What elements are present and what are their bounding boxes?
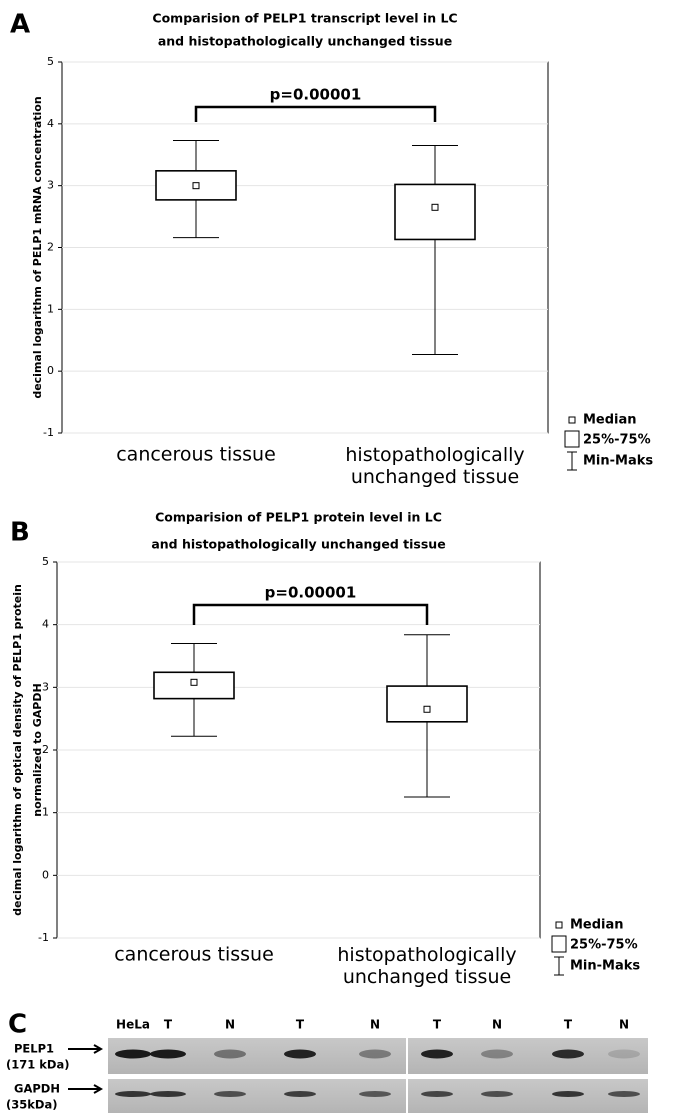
- lane-label: N: [370, 1018, 380, 1032]
- band: [214, 1091, 246, 1097]
- median: [424, 706, 430, 712]
- row-label: PELP1: [14, 1042, 54, 1056]
- band: [284, 1050, 316, 1059]
- band: [359, 1050, 391, 1059]
- row-label: (171 kDa): [6, 1058, 69, 1072]
- bracket: [194, 605, 427, 625]
- band: [481, 1091, 513, 1097]
- y-axis-label: normalized to GAPDH: [31, 683, 44, 816]
- y-tick-label: 5: [42, 555, 49, 568]
- band: [552, 1091, 584, 1097]
- band: [115, 1050, 151, 1059]
- x-tick-label: cancerous tissue: [116, 444, 276, 466]
- chart-title: and histopathologically unchanged tissue: [158, 34, 452, 49]
- legend-label: 25%-75%: [583, 433, 651, 448]
- legend-label: 25%-75%: [570, 938, 638, 953]
- blot-image: [108, 1038, 648, 1113]
- band: [421, 1050, 453, 1059]
- panel-label: A: [10, 10, 30, 40]
- row-label: (35kDa): [6, 1098, 57, 1112]
- lane-label: N: [492, 1018, 502, 1032]
- row-arrow: [68, 1085, 101, 1093]
- median: [432, 204, 438, 210]
- y-tick-label: -1: [43, 426, 54, 439]
- band: [214, 1050, 246, 1059]
- y-axis-label: decimal logarithm of PELP1 mRNA concentr…: [31, 96, 44, 398]
- box: [387, 686, 467, 722]
- annotation: p=0.00001: [265, 584, 357, 602]
- chart-title: and histopathologically unchanged tissue: [151, 537, 445, 552]
- y-tick-label: 3: [47, 179, 54, 192]
- lane-label: T: [164, 1018, 173, 1032]
- legend-median-icon: [556, 922, 562, 928]
- band: [552, 1050, 584, 1059]
- band: [421, 1091, 453, 1097]
- median: [191, 679, 197, 685]
- band: [150, 1050, 186, 1059]
- legend-whisker-icon: [554, 957, 564, 975]
- band: [115, 1091, 151, 1097]
- legend-whisker-icon: [567, 452, 577, 470]
- band: [284, 1091, 316, 1097]
- x-tick-label: cancerous tissue: [114, 944, 274, 966]
- band: [608, 1091, 640, 1097]
- lane-label: T: [564, 1018, 573, 1032]
- band: [150, 1091, 186, 1097]
- lane-label: T: [296, 1018, 305, 1032]
- legend-box-icon: [565, 431, 579, 447]
- panel-label: C: [8, 1010, 27, 1040]
- y-tick-label: 0: [47, 364, 54, 377]
- lane-label: N: [619, 1018, 629, 1032]
- y-tick-label: -1: [38, 931, 49, 944]
- legend-label: Median: [583, 413, 637, 428]
- y-tick-label: 4: [47, 117, 54, 130]
- figure: A Comparision of PELP1 transcript level i…: [0, 0, 675, 1115]
- box: [395, 184, 475, 239]
- legend-box-icon: [552, 936, 566, 952]
- y-tick-label: 5: [47, 55, 54, 68]
- chart-title: Comparision of PELP1 transcript level in…: [152, 11, 457, 26]
- chart-title: Comparision of PELP1 protein level in LC: [155, 510, 442, 525]
- band: [481, 1050, 513, 1059]
- panel-label: B: [10, 518, 30, 548]
- band: [359, 1091, 391, 1097]
- lane-label: HeLa: [116, 1018, 150, 1032]
- y-tick-label: 2: [47, 241, 54, 254]
- legend-label: Min-Maks: [570, 959, 640, 974]
- y-axis-label: decimal logarithm of optical density of …: [11, 584, 24, 916]
- bracket: [196, 107, 435, 122]
- median: [193, 183, 199, 189]
- lane-label: N: [225, 1018, 235, 1032]
- lane-label: T: [433, 1018, 442, 1032]
- band: [608, 1050, 640, 1059]
- y-tick-label: 0: [42, 868, 49, 881]
- y-tick-label: 4: [42, 618, 49, 631]
- annotation: p=0.00001: [270, 86, 362, 104]
- legend-median-icon: [569, 417, 575, 423]
- legend-label: Min-Maks: [583, 454, 653, 469]
- row-label: GAPDH: [14, 1082, 60, 1096]
- legend-label: Median: [570, 918, 624, 933]
- row-arrow: [68, 1045, 101, 1053]
- y-tick-label: 1: [47, 302, 54, 315]
